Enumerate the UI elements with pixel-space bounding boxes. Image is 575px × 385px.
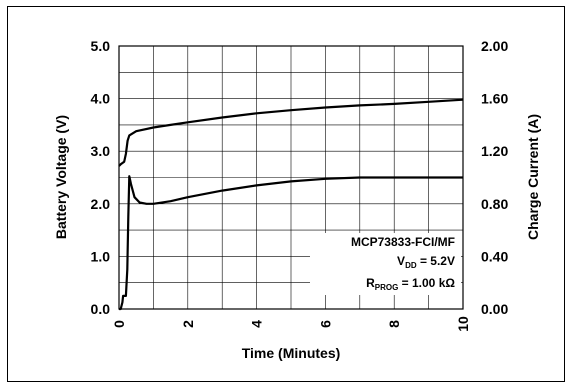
- y-tick-label-right: 2.00: [481, 38, 508, 54]
- y-axis-label-right: Charge Current (A): [525, 114, 541, 240]
- y-tick-label-left: 0.0: [91, 301, 111, 317]
- y-tick-label-left: 3.0: [91, 143, 111, 159]
- y-tick-label-right: 1.60: [481, 91, 508, 107]
- x-tick-label: 8: [386, 320, 402, 328]
- x-axis-label: Time (Minutes): [242, 345, 341, 361]
- x-tick-label: 10: [455, 316, 471, 332]
- y-tick-label-right: 0.00: [481, 301, 508, 317]
- annotation-device: MCP73833-FCI/MF: [351, 235, 455, 249]
- y-axis-label-left: Battery Voltage (V): [53, 115, 69, 239]
- x-tick-label: 6: [317, 320, 333, 328]
- y-tick-label-right: 0.40: [481, 248, 508, 264]
- y-tick-label-left: 1.0: [91, 248, 111, 264]
- x-tick-label: 4: [249, 320, 265, 328]
- y-tick-label-left: 4.0: [91, 91, 111, 107]
- annotation-vdd: VDD = 5.2V: [397, 254, 455, 270]
- y-tick-label-right: 0.80: [481, 196, 508, 212]
- series-line-charge-current: [119, 175, 463, 311]
- x-tick-label: 2: [180, 320, 196, 328]
- y-tick-label-left: 5.0: [91, 38, 111, 54]
- annotation-background: [310, 233, 461, 295]
- plot-border: [118, 45, 464, 310]
- annotation-rprog: RPROG = 1.00 kΩ: [366, 276, 455, 292]
- x-tick-label: 0: [111, 320, 127, 328]
- y-tick-label-right: 1.20: [481, 143, 508, 159]
- ticks-group: 0.0 1.0 2.0 3.0 4.0 5.0 0.00 0.40 0.80 1.20 1.60 2.…: [91, 38, 509, 332]
- series-group: [118, 98, 464, 311]
- series-line-battery-voltage: [118, 98, 464, 167]
- chart-frame: [7, 6, 565, 382]
- y-tick-label-left: 2.0: [91, 196, 111, 212]
